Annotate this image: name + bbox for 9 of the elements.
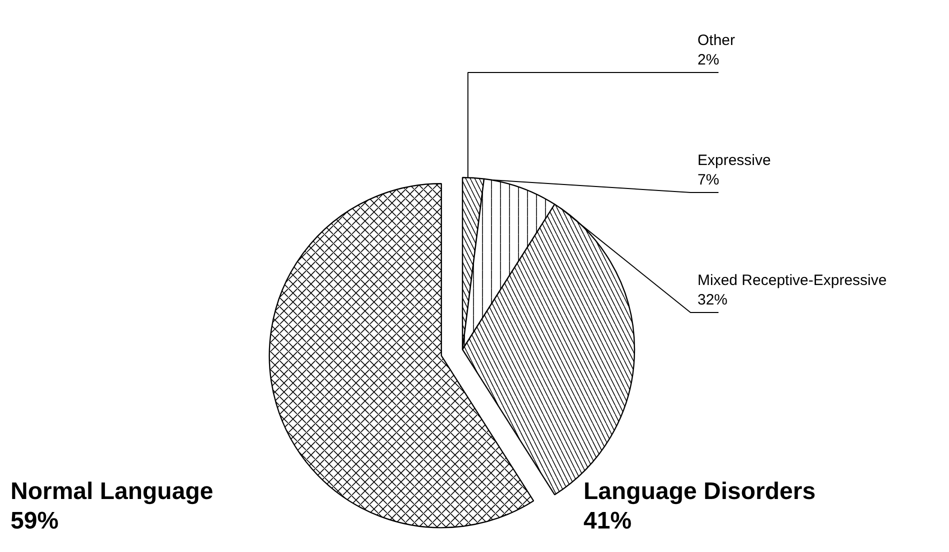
- text: Language Disorders 41%: [584, 478, 816, 534]
- data-label: 7%: [698, 172, 720, 188]
- data-label: 59%: [10, 508, 59, 534]
- slice-label: Mixed Receptive-Expressive: [698, 272, 887, 289]
- slice-label: Expressive: [698, 152, 771, 169]
- data-label: 2%: [698, 52, 720, 68]
- slice-label: Other: [698, 32, 736, 49]
- data-label: 32%: [698, 292, 728, 308]
- slice-label: Normal Language: [10, 478, 214, 505]
